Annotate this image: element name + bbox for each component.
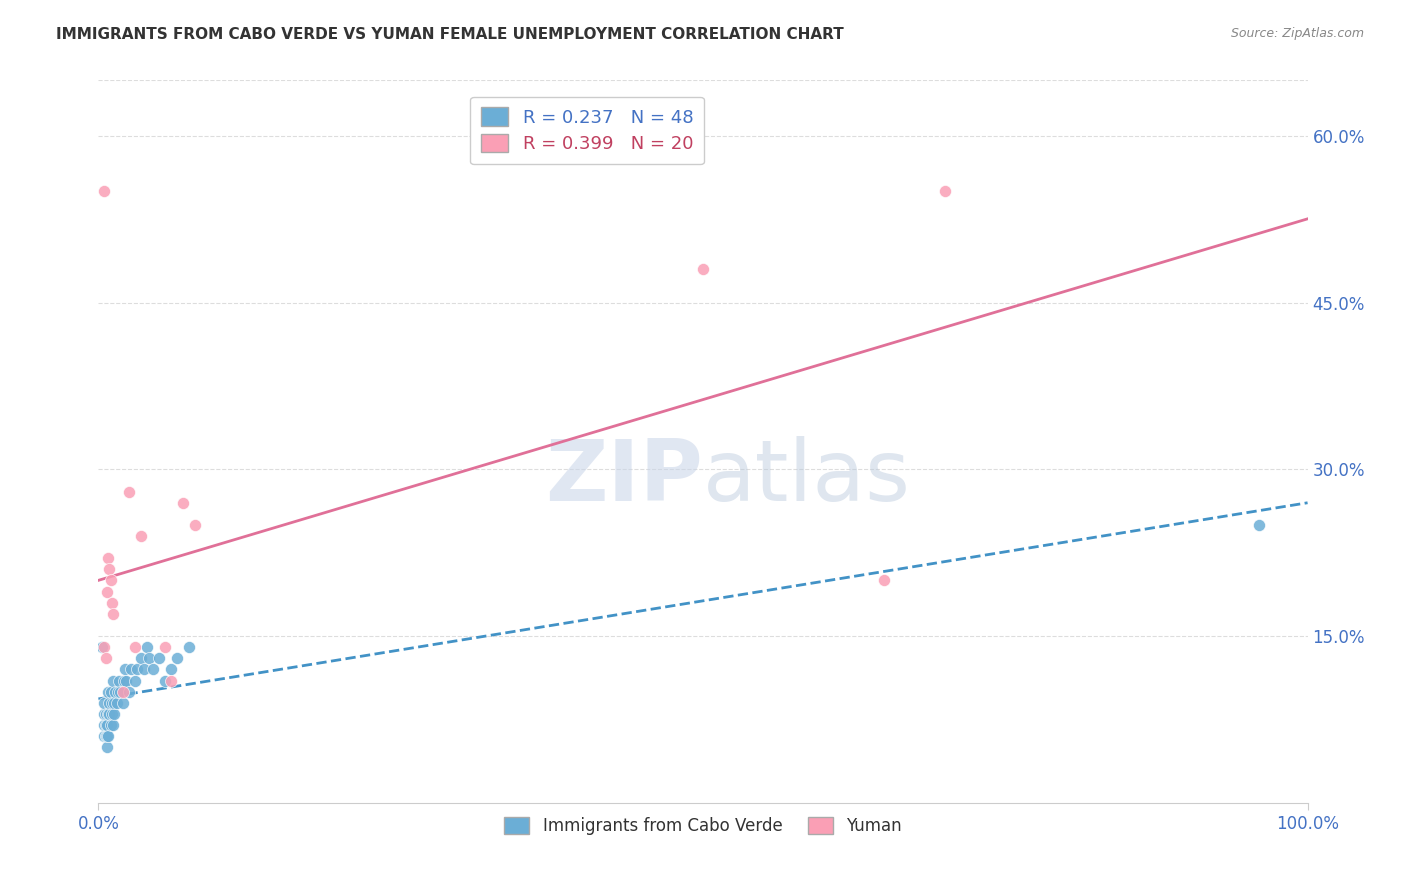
Point: [873, 574, 896, 588]
Point: [129, 651, 152, 665]
Point: [98, 706, 121, 721]
Point: [124, 640, 146, 655]
Point: [100, 574, 122, 588]
Point: [93, 718, 115, 732]
Point: [94, 651, 117, 665]
Point: [111, 696, 134, 710]
Point: [120, 662, 142, 676]
Point: [160, 662, 183, 676]
Point: [127, 662, 149, 676]
Point: [96, 584, 118, 599]
Point: [97, 684, 120, 698]
Point: [94, 729, 117, 743]
Point: [96, 718, 118, 732]
Point: [100, 706, 122, 721]
Point: [103, 696, 125, 710]
Point: [108, 684, 131, 698]
Point: [101, 673, 124, 688]
Point: [97, 551, 120, 566]
Point: [153, 673, 176, 688]
Point: [115, 673, 138, 688]
Point: [111, 684, 134, 698]
Point: [148, 651, 170, 665]
Text: atlas: atlas: [703, 436, 911, 519]
Point: [129, 529, 152, 543]
Point: [97, 706, 120, 721]
Point: [108, 673, 131, 688]
Point: [135, 640, 157, 655]
Point: [101, 607, 124, 621]
Point: [93, 640, 115, 655]
Point: [153, 640, 176, 655]
Point: [107, 684, 129, 698]
Point: [114, 662, 136, 676]
Point: [97, 729, 120, 743]
Point: [172, 496, 194, 510]
Point: [93, 696, 115, 710]
Point: [104, 684, 127, 698]
Point: [112, 673, 135, 688]
Point: [103, 706, 125, 721]
Text: IMMIGRANTS FROM CABO VERDE VS YUMAN FEMALE UNEMPLOYMENT CORRELATION CHART: IMMIGRANTS FROM CABO VERDE VS YUMAN FEMA…: [56, 27, 844, 42]
Point: [100, 596, 122, 610]
Point: [100, 718, 122, 732]
Point: [134, 662, 156, 676]
Point: [93, 706, 115, 721]
Point: [91, 640, 114, 655]
Legend: Immigrants from Cabo Verde, Yuman: Immigrants from Cabo Verde, Yuman: [495, 807, 911, 845]
Point: [124, 673, 146, 688]
Point: [138, 651, 160, 665]
Point: [94, 706, 117, 721]
Point: [160, 673, 183, 688]
Text: ZIP: ZIP: [546, 436, 703, 519]
Text: Source: ZipAtlas.com: Source: ZipAtlas.com: [1230, 27, 1364, 40]
Point: [184, 517, 207, 532]
Point: [118, 684, 141, 698]
Point: [179, 640, 201, 655]
Point: [142, 662, 165, 676]
Point: [118, 484, 141, 499]
Point: [1249, 517, 1271, 532]
Point: [93, 729, 115, 743]
Point: [98, 562, 121, 576]
Point: [105, 696, 128, 710]
Point: [100, 696, 122, 710]
Point: [692, 262, 714, 277]
Point: [100, 684, 122, 698]
Point: [96, 729, 118, 743]
Point: [101, 718, 124, 732]
Point: [166, 651, 188, 665]
Point: [934, 185, 956, 199]
Point: [98, 696, 121, 710]
Point: [96, 740, 118, 755]
Point: [94, 718, 117, 732]
Point: [93, 185, 115, 199]
